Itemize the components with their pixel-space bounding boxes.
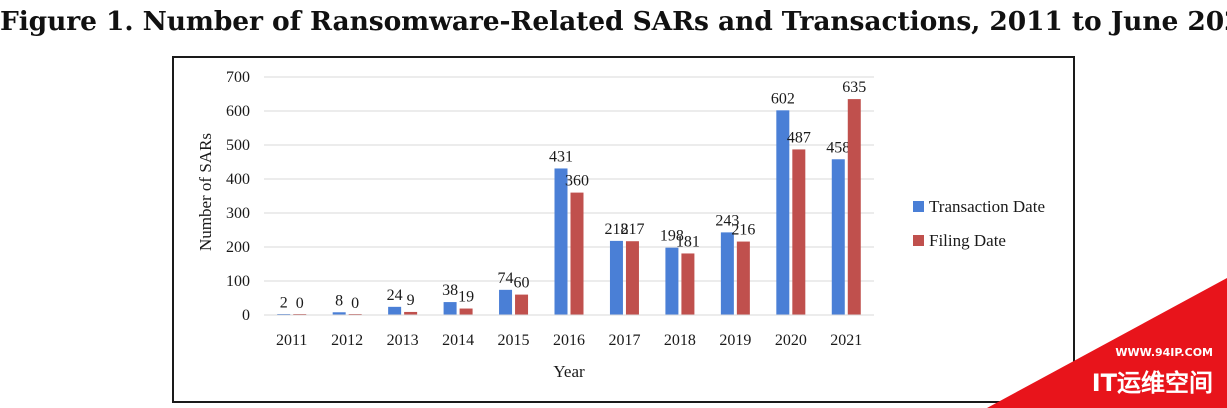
data-label: 635 [842, 79, 866, 96]
data-label: 216 [731, 222, 755, 239]
bar-transaction-date [554, 168, 568, 315]
chart-frame: 0 100 200 300 400 500 600 700 2 0 2011 8 0 2012 24 9 201… [172, 56, 1075, 403]
data-label: 0 [296, 295, 304, 312]
data-label: 9 [407, 292, 415, 309]
y-tick-label: 0 [242, 307, 250, 324]
data-label: 60 [514, 275, 530, 292]
legend-swatch-filing-date [913, 235, 924, 246]
watermark-triangle [987, 278, 1227, 408]
bar-transaction-date [720, 232, 734, 315]
legend-label-transaction-date: Transaction Date [929, 197, 1045, 216]
x-tick-label: 2013 [387, 332, 419, 349]
data-label: 24 [387, 287, 403, 304]
bar-filing-date [847, 99, 861, 315]
bar-filing-date [625, 241, 639, 315]
bar-filing-date [570, 192, 584, 315]
data-label: 360 [565, 173, 589, 190]
data-label: 74 [498, 270, 514, 287]
data-label: 431 [549, 148, 573, 165]
data-label: 8 [335, 292, 343, 309]
data-label: 0 [351, 295, 359, 312]
data-label: 181 [676, 233, 700, 250]
y-tick-label: 400 [226, 171, 250, 188]
bar-transaction-date [443, 302, 457, 315]
y-tick-label: 200 [226, 239, 250, 256]
data-label: 198 [660, 228, 684, 245]
data-label: 217 [620, 221, 644, 238]
x-tick-label: 2015 [498, 332, 530, 349]
bar-filing-date [681, 253, 695, 315]
y-tick-label: 700 [226, 69, 250, 86]
bar-transaction-date [499, 289, 513, 315]
y-tick-label: 100 [226, 273, 250, 290]
x-tick-label: 2011 [276, 332, 307, 349]
x-tick-label: 2017 [608, 332, 640, 349]
y-axis-title: Number of SARs [196, 133, 215, 251]
bar-transaction-date [332, 312, 346, 315]
bar-filing-date [459, 308, 473, 315]
x-axis-title: Year [553, 362, 585, 381]
watermark-brand: IT运维空间 [1092, 369, 1213, 397]
data-label: 487 [787, 129, 811, 146]
bar-transaction-date [388, 306, 402, 315]
watermark-logo: WWW.94IP.COM IT运维空间 [987, 278, 1227, 408]
data-label: 458 [826, 139, 850, 156]
x-tick-label: 2021 [830, 332, 862, 349]
bar-filing-date [736, 241, 750, 315]
bar-filing-date [792, 149, 806, 315]
x-tick-label: 2019 [719, 332, 751, 349]
x-tick-label: 2012 [331, 332, 363, 349]
figure-title: Figure 1. Number of Ransomware-Related S… [0, 6, 1227, 37]
watermark-url: WWW.94IP.COM [1115, 346, 1213, 359]
legend-label-filing-date: Filing Date [929, 231, 1006, 250]
data-label: 19 [458, 289, 474, 306]
bar-filing-date [515, 294, 529, 315]
data-label: 2 [280, 294, 288, 311]
y-tick-label: 300 [226, 205, 250, 222]
data-label: 243 [715, 212, 739, 229]
bar-transaction-date [776, 110, 790, 315]
legend-swatch-transaction-date [913, 201, 924, 212]
bar-transaction-date [831, 159, 845, 315]
x-tick-label: 2018 [664, 332, 696, 349]
x-tick-label: 2020 [775, 332, 807, 349]
x-tick-label: 2016 [553, 332, 585, 349]
bar-transaction-date [609, 240, 623, 315]
y-tick-label: 600 [226, 103, 250, 120]
data-label: 218 [604, 221, 628, 238]
bar-filing-date [404, 311, 418, 315]
y-tick-label: 500 [226, 137, 250, 154]
data-label: 38 [442, 282, 458, 299]
data-label: 602 [771, 90, 795, 107]
x-tick-label: 2014 [442, 332, 474, 349]
bar-transaction-date [665, 247, 679, 315]
